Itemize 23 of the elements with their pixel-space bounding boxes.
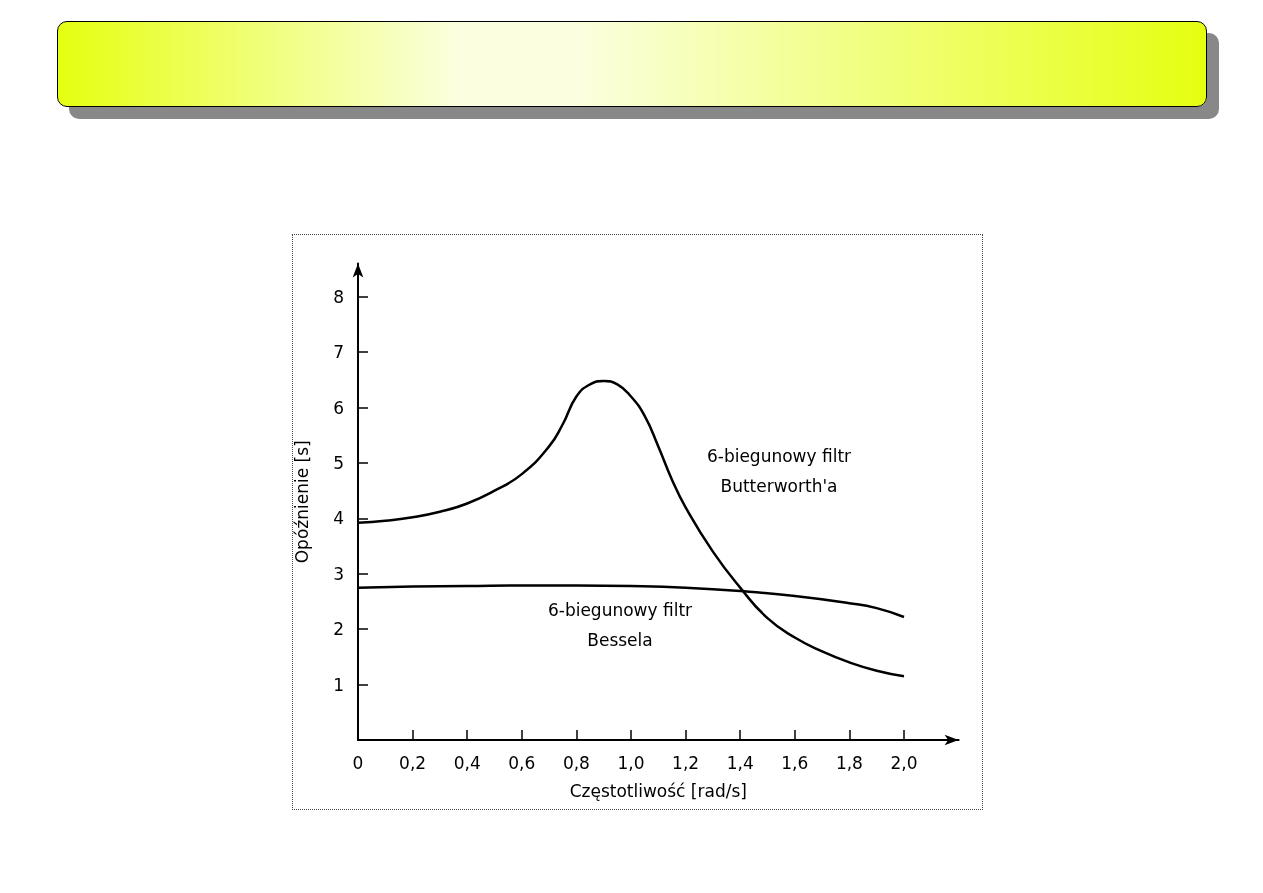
y-tick-label: 7 [333,342,344,363]
y-axis-title: Opóźnienie [s] [291,440,312,564]
y-tick-label: 1 [333,674,344,695]
annotation: 6-biegunowy filtr Butterworth'a [706,446,852,496]
x-tick-label: 1,2 [672,752,700,773]
y-tick-label: 6 [333,397,344,418]
y-tick-label: 3 [333,563,344,584]
x-tick-label: 0,2 [399,752,427,773]
y-tick-label: 4 [333,508,344,529]
annotation: 6-biegunowy filtr Bessela [547,600,693,650]
x-tick-label: 1,4 [726,752,754,773]
x-tick-label: 0,6 [508,752,536,773]
x-tick-label: 0 [352,752,364,773]
x-tick-label: 1,8 [835,752,863,773]
x-tick-label: 2,0 [890,752,918,773]
x-tick-label: 0,4 [453,752,481,773]
y-tick-label: 5 [333,453,344,474]
x-tick-label: 1,6 [781,752,809,773]
x-tick-label: 0,8 [562,752,590,773]
y-tick-label: 8 [333,286,344,307]
x-axis-title: Częstotliwość [rad/s] [569,780,747,801]
x-tick-label: 1,0 [617,752,645,773]
y-tick-label: 2 [333,619,344,640]
